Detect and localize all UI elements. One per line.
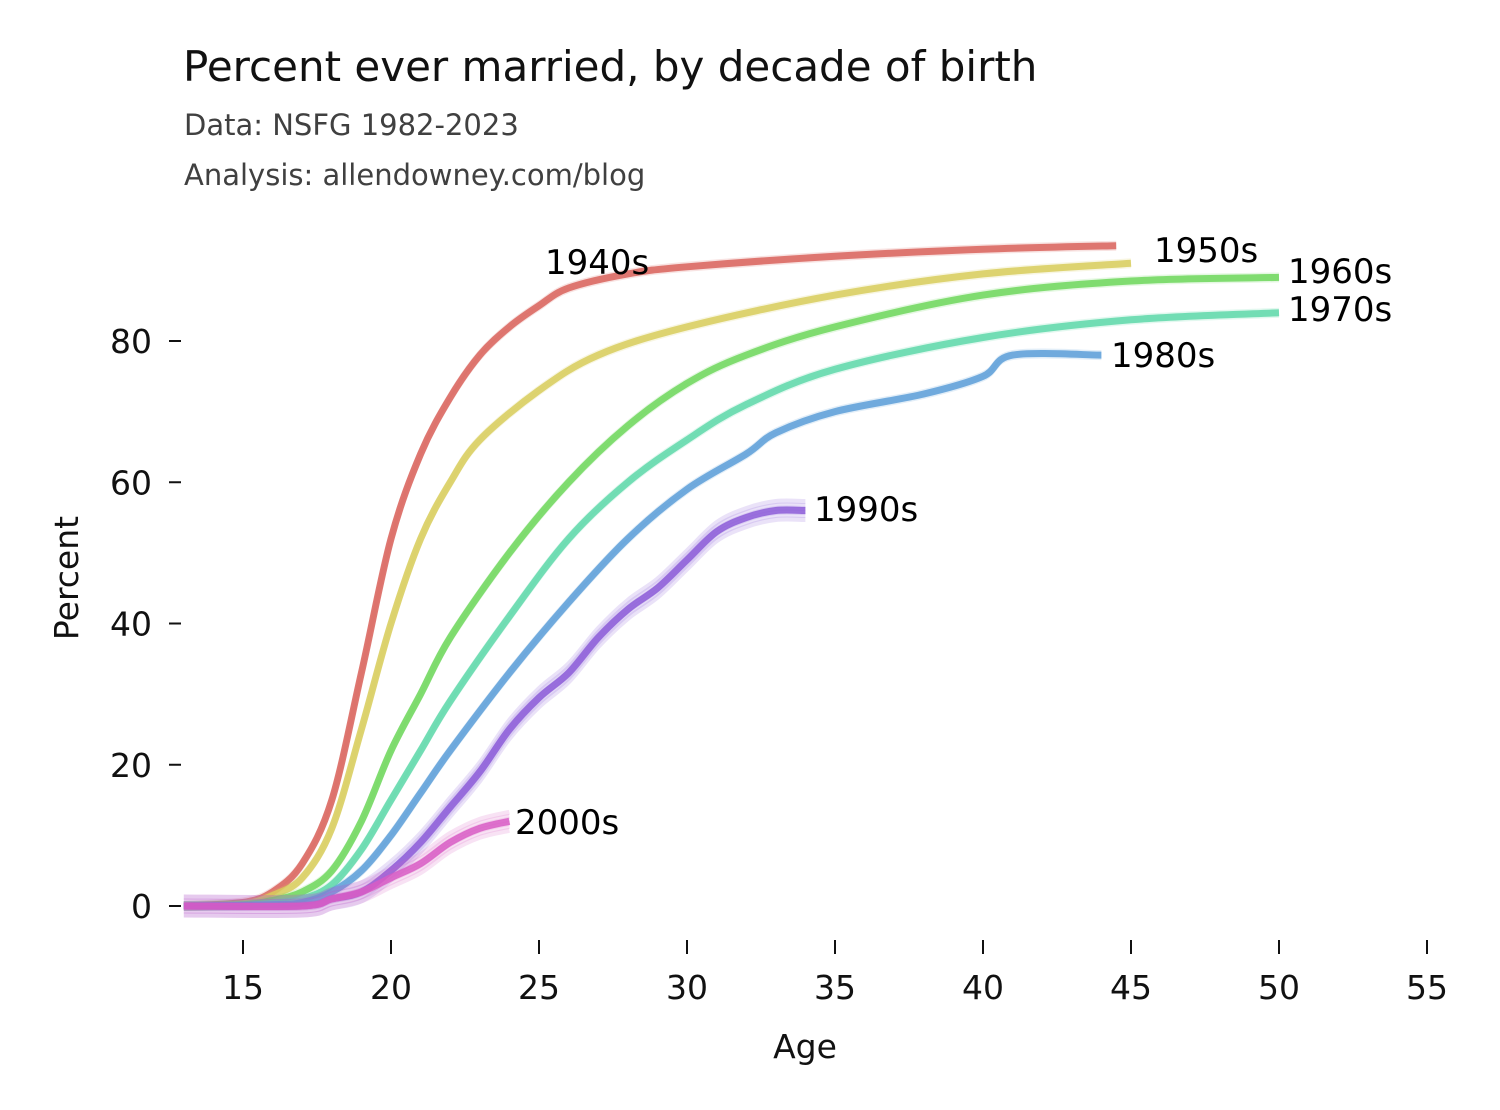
y-tick-label: 20 xyxy=(110,746,152,785)
series-label-1940s: 1940s xyxy=(545,243,649,283)
series-1970s-resample-line xyxy=(183,307,1280,906)
series-1940s-line xyxy=(183,242,1117,910)
series-2000s-resample-line xyxy=(183,823,510,915)
series-1990s-resample-line xyxy=(183,502,806,905)
y-tick-label: 0 xyxy=(131,887,152,926)
series-2000s-resample-line xyxy=(183,809,510,901)
x-tick-label: 20 xyxy=(370,968,412,1007)
series-label-1990s: 1990s xyxy=(814,490,918,530)
series-2000s-resample-line xyxy=(183,816,510,908)
chart-subtitle-analysis: Analysis: allendowney.com/blog xyxy=(184,158,646,192)
series-1950s-line xyxy=(183,259,1132,910)
series-1960s-line xyxy=(183,273,1280,910)
series-2000s xyxy=(183,809,511,919)
series-1990s-resample-line xyxy=(183,516,806,919)
x-tick-label: 40 xyxy=(962,968,1004,1007)
series-1990s-resample-line xyxy=(183,498,806,901)
axis-layer: 0 20 40 60 80 15 20 25 30 35 40 45 50 55 xyxy=(110,322,1448,1007)
x-tick-label: 45 xyxy=(1110,968,1152,1007)
series-label-1980s: 1980s xyxy=(1111,336,1215,376)
x-tick-label: 15 xyxy=(222,968,264,1007)
x-tick-label: 55 xyxy=(1406,968,1448,1007)
x-tick-label: 50 xyxy=(1258,968,1300,1007)
y-tick-label: 60 xyxy=(110,463,152,502)
series-1990s xyxy=(183,498,806,919)
series-1980s-line xyxy=(183,350,1102,910)
series-layer xyxy=(183,240,1280,919)
series-1960s xyxy=(183,272,1280,911)
series-label-1950s: 1950s xyxy=(1154,231,1258,271)
series-1950s xyxy=(183,258,1132,911)
series-1940s-resample-line xyxy=(183,245,1117,911)
series-1970s-line xyxy=(183,309,1280,910)
series-label-1960s: 1960s xyxy=(1288,252,1392,292)
series-1970s-resample-line xyxy=(183,312,1280,911)
chart-title: Percent ever married, by decade of birth xyxy=(183,42,1038,91)
series-label-2000s: 2000s xyxy=(515,803,619,843)
series-1980s xyxy=(183,348,1102,911)
y-tick-label: 40 xyxy=(110,605,152,644)
series-1990s-resample-line xyxy=(183,512,806,915)
y-axis-label: Percent xyxy=(47,516,86,640)
series-2000s-resample-line xyxy=(183,813,510,905)
series-1970s xyxy=(183,307,1280,911)
chart-subtitle-data-source: Data: NSFG 1982-2023 xyxy=(184,108,519,142)
x-tick-label: 25 xyxy=(518,968,560,1007)
x-tick-label: 35 xyxy=(814,968,856,1007)
y-tick-label: 80 xyxy=(110,322,152,361)
x-axis-label: Age xyxy=(773,1027,837,1066)
x-tick-label: 30 xyxy=(666,968,708,1007)
series-1940s xyxy=(183,240,1117,911)
series-2000s-resample-line xyxy=(183,827,510,919)
series-label-1970s: 1970s xyxy=(1288,290,1392,330)
series-2000s-line xyxy=(183,817,511,911)
